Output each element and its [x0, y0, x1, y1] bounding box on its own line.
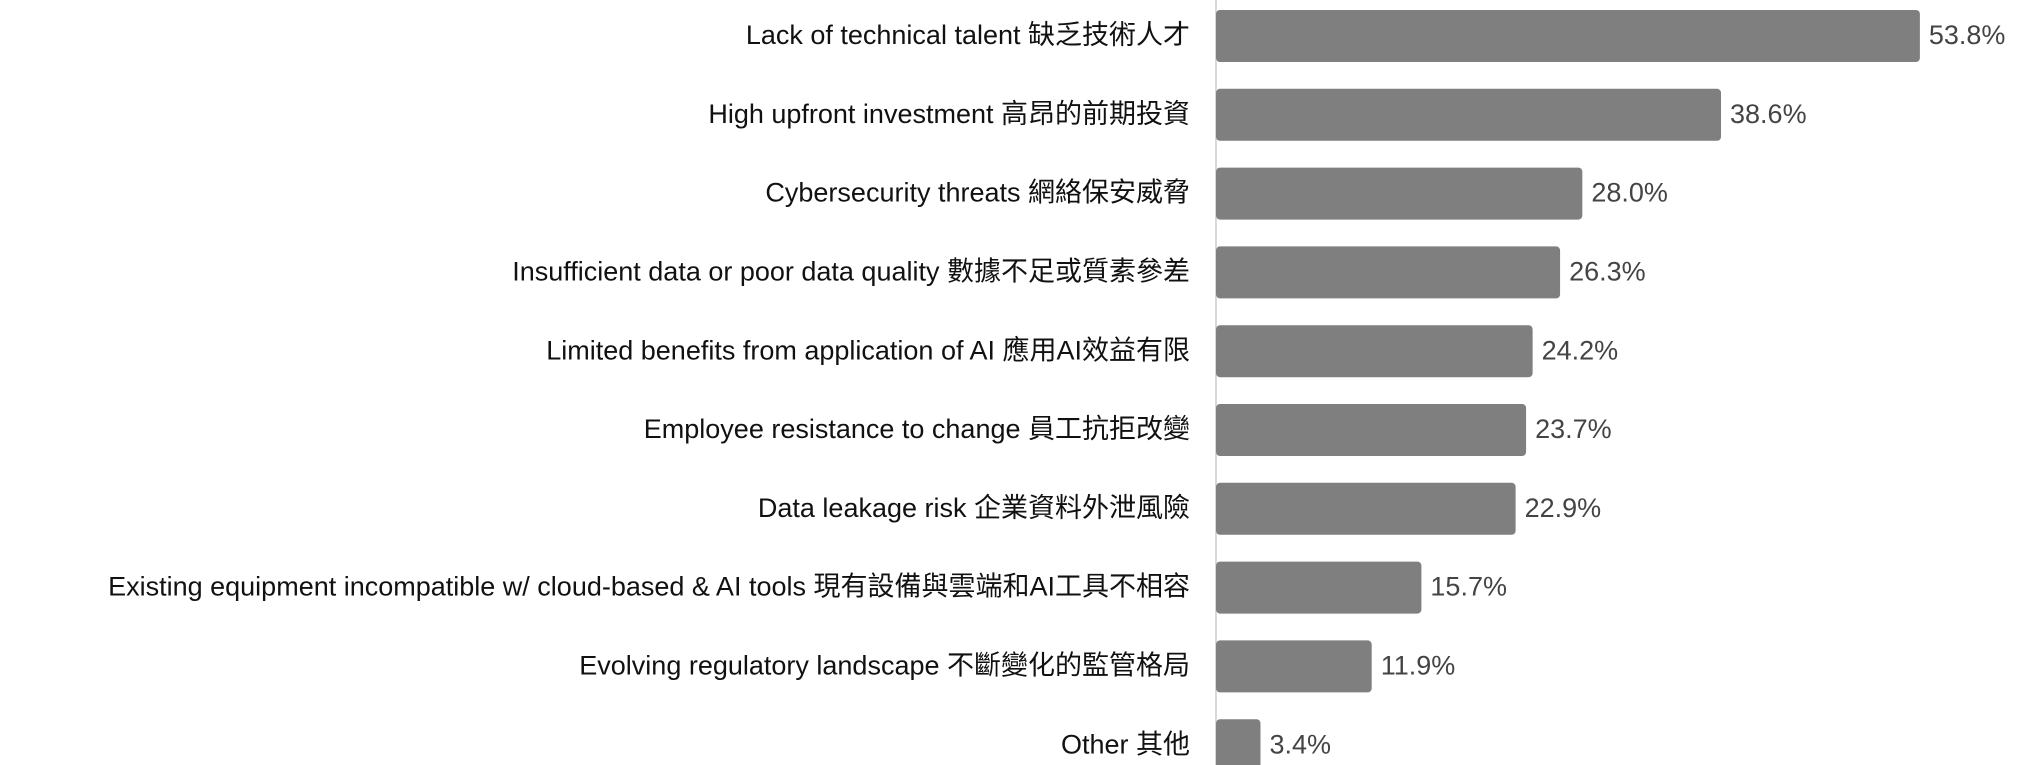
value-label: 22.9% [1525, 493, 1602, 523]
bar [1216, 246, 1561, 299]
value-label: 26.3% [1569, 257, 1646, 287]
bar [1216, 404, 1527, 456]
bar [1216, 167, 1583, 220]
value-label: 15.7% [1430, 572, 1507, 602]
bar [1216, 482, 1516, 535]
category-label: Limited benefits from application of AI … [546, 335, 1190, 365]
value-label: 38.6% [1730, 99, 1807, 129]
value-label: 3.4% [1269, 729, 1331, 759]
bar [1216, 88, 1722, 141]
category-label: Employee resistance to change 員工抗拒改變 [644, 414, 1190, 444]
category-label: Data leakage risk 企業資料外泄風險 [758, 493, 1190, 523]
category-label: Evolving regulatory landscape 不斷變化的監管格局 [579, 651, 1190, 681]
bar [1216, 325, 1533, 378]
value-label: 53.8% [1929, 20, 2006, 50]
bar [1216, 719, 1261, 765]
value-label: 11.9% [1381, 651, 1456, 681]
category-label: Existing equipment incompatible w/ cloud… [108, 572, 1190, 602]
value-label: 28.0% [1591, 178, 1668, 208]
bar [1216, 10, 1920, 62]
category-label: Lack of technical talent 缺乏技術人才 [746, 20, 1190, 50]
category-label: Cybersecurity threats 網絡保安威脅 [765, 178, 1190, 208]
value-label: 24.2% [1542, 335, 1619, 365]
value-label: 23.7% [1535, 414, 1612, 444]
bar [1216, 640, 1372, 693]
bar [1216, 561, 1422, 614]
category-label: Other 其他 [1061, 729, 1190, 759]
category-label: High upfront investment 高昂的前期投資 [708, 99, 1190, 129]
category-label: Insufficient data or poor data quality 數… [512, 257, 1190, 287]
